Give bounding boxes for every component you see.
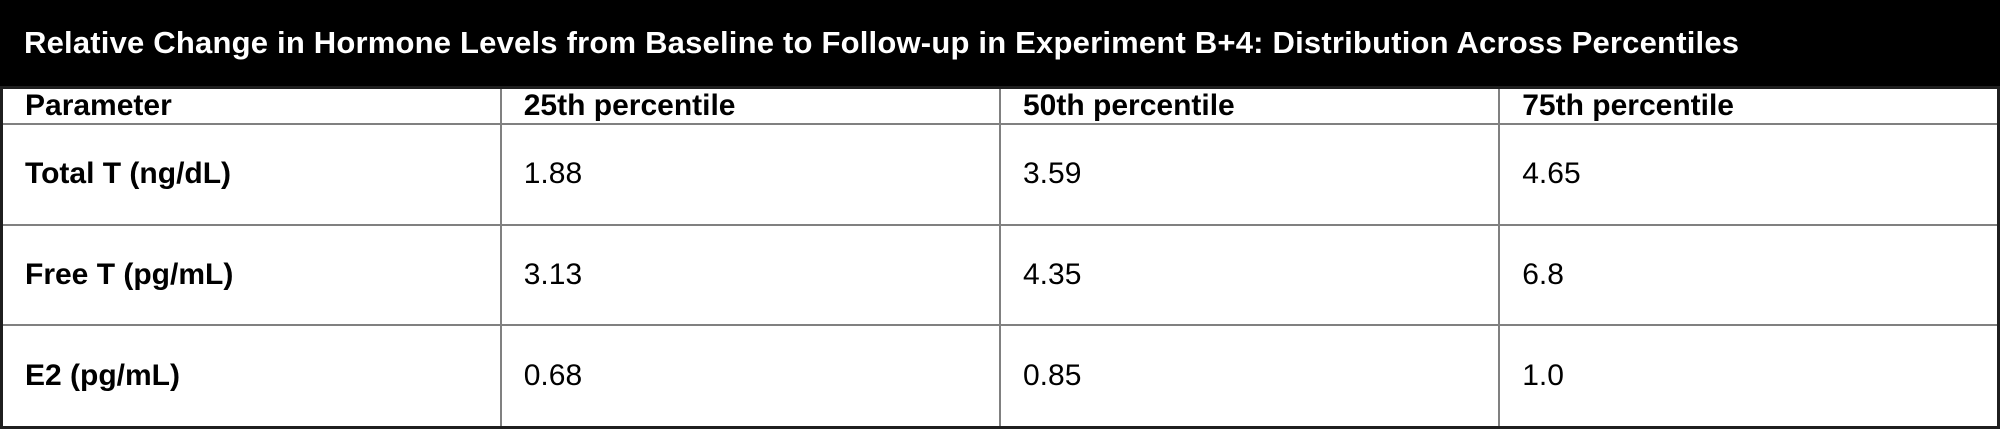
col-header-25th-percentile: 25th percentile — [499, 86, 1002, 125]
table-title-bar: Relative Change in Hormone Levels from B… — [0, 0, 2000, 86]
row-label-free-t: Free T (pg/mL) — [0, 223, 502, 327]
row-label-total-t: Total T (ng/dL) — [0, 123, 502, 226]
cell-free-t-25th: 3.13 — [499, 223, 1002, 327]
cell-total-t-75th: 4.65 — [1498, 123, 2000, 226]
cell-total-t-25th: 1.88 — [499, 123, 1002, 226]
percentile-table: Parameter 25th percentile 50th percentil… — [0, 86, 2000, 429]
cell-e2-75th: 1.0 — [1498, 324, 2000, 429]
cell-total-t-50th: 3.59 — [998, 123, 1501, 226]
col-header-75th-percentile: 75th percentile — [1498, 86, 2000, 125]
cell-e2-50th: 0.85 — [998, 324, 1501, 429]
header-row: Parameter 25th percentile 50th percentil… — [0, 86, 2000, 125]
row-label-e2: E2 (pg/mL) — [0, 324, 502, 429]
table-title: Relative Change in Hormone Levels from B… — [24, 25, 1740, 60]
cell-free-t-75th: 6.8 — [1498, 223, 2000, 327]
cell-e2-25th: 0.68 — [499, 324, 1002, 429]
col-header-parameter: Parameter — [0, 86, 502, 125]
col-header-50th-percentile: 50th percentile — [998, 86, 1501, 125]
table-row: Free T (pg/mL) 3.13 4.35 6.8 — [0, 223, 2000, 327]
cell-free-t-50th: 4.35 — [998, 223, 1501, 327]
table-row: Total T (ng/dL) 1.88 3.59 4.65 — [0, 123, 2000, 226]
table-row: E2 (pg/mL) 0.68 0.85 1.0 — [0, 324, 2000, 429]
